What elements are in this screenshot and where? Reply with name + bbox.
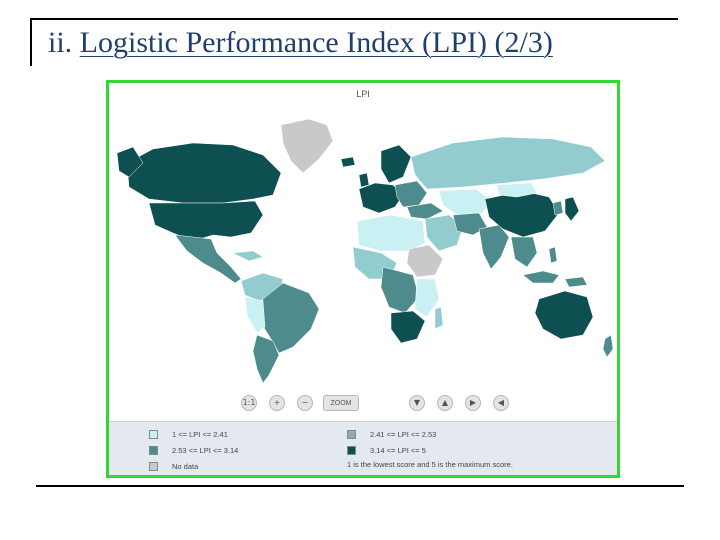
region-peru-bolivia[interactable]	[244, 296, 266, 334]
title-rule-top	[30, 18, 678, 20]
region-east-africa[interactable]	[406, 244, 444, 278]
region-north-africa[interactable]	[356, 214, 426, 252]
region-canada[interactable]	[126, 142, 282, 204]
legend-swatch	[149, 461, 158, 471]
plus-icon: +	[273, 398, 281, 407]
arrow-down-icon: ▼	[413, 398, 421, 407]
legend-swatch	[149, 445, 158, 455]
zoom-button[interactable]: ZOOM	[323, 395, 359, 411]
arrow-right-icon: ▶	[469, 398, 477, 407]
map-controls: 1:1 + − ZOOM ▼ ▲ ▶ ◀	[109, 391, 617, 417]
region-japan[interactable]	[564, 196, 580, 222]
region-turkey[interactable]	[406, 202, 444, 220]
legend-label: 3.14 <= LPI <= 5	[370, 445, 426, 455]
legend-label: 2.41 <= LPI <= 2.53	[370, 429, 437, 439]
region-new-zealand[interactable]	[602, 334, 614, 358]
legend-note: 1 is the lowest score and 5 is the maxim…	[347, 460, 513, 469]
legend-swatch	[149, 429, 158, 439]
region-central-asia[interactable]	[438, 188, 492, 216]
region-scandinavia[interactable]	[380, 144, 412, 184]
region-iceland[interactable]	[340, 156, 356, 168]
zoom-in-button[interactable]: +	[269, 395, 285, 411]
legend-item: 2.41 <= LPI <= 2.53	[347, 428, 436, 440]
region-western-europe[interactable]	[358, 182, 404, 214]
region-east-africa-south[interactable]	[414, 278, 440, 318]
legend-label: 2.53 <= LPI <= 3.14	[172, 445, 239, 455]
world-map[interactable]	[113, 103, 615, 385]
zoom-out-button[interactable]: −	[297, 395, 313, 411]
pan-down-button[interactable]: ▼	[409, 395, 425, 411]
slide-title-prefix: ii.	[48, 26, 73, 59]
region-mongolia[interactable]	[496, 182, 538, 198]
region-madagascar[interactable]	[434, 306, 444, 330]
slide-title: ii. Logistic Performance Index (LPI) (2/…	[48, 26, 553, 60]
region-southeast-asia[interactable]	[510, 236, 538, 268]
region-eastern-europe[interactable]	[394, 180, 428, 208]
region-greenland[interactable]	[280, 118, 334, 174]
region-caribbean[interactable]	[232, 250, 264, 262]
region-usa[interactable]	[148, 200, 264, 242]
region-indonesia[interactable]	[522, 270, 560, 284]
region-central-africa[interactable]	[380, 266, 420, 314]
region-middle-east[interactable]	[424, 214, 464, 252]
legend-item: No data	[149, 460, 198, 472]
title-rule-left	[30, 18, 32, 66]
slide-title-text: Logistic Performance Index (LPI) (2/3)	[79, 26, 553, 59]
region-alaska[interactable]	[116, 146, 144, 178]
minus-icon: −	[301, 398, 309, 407]
region-brazil[interactable]	[260, 282, 320, 354]
legend-item: 1 <= LPI <= 2.41	[149, 428, 228, 440]
map-legend: 1 <= LPI <= 2.41 2.41 <= LPI <= 2.53 2.5…	[109, 421, 617, 475]
bottom-rule	[36, 485, 684, 487]
arrow-left-icon: ◀	[497, 398, 505, 407]
legend-swatch	[347, 429, 356, 439]
region-mexico[interactable]	[174, 234, 242, 284]
map-widget: LPI	[106, 80, 620, 478]
arrow-up-icon: ▲	[441, 398, 449, 407]
region-argentina-chile[interactable]	[252, 334, 280, 384]
pan-left-button[interactable]: ◀	[493, 395, 509, 411]
region-philippines[interactable]	[548, 246, 558, 264]
region-new-guinea[interactable]	[564, 276, 588, 288]
region-russia[interactable]	[410, 136, 606, 190]
region-southern-africa[interactable]	[390, 310, 426, 344]
map-caption: LPI	[356, 89, 370, 99]
pan-up-button[interactable]: ▲	[437, 395, 453, 411]
legend-item: 2.53 <= LPI <= 3.14	[149, 444, 238, 456]
region-korea[interactable]	[552, 200, 564, 216]
pan-right-button[interactable]: ▶	[465, 395, 481, 411]
region-australia[interactable]	[534, 290, 594, 340]
reset-view-button[interactable]: 1:1	[241, 395, 257, 411]
region-india[interactable]	[478, 224, 510, 270]
legend-item: 3.14 <= LPI <= 5	[347, 444, 426, 456]
legend-label: No data	[172, 461, 199, 471]
legend-swatch	[347, 445, 356, 455]
region-uk[interactable]	[358, 172, 370, 188]
legend-label: 1 <= LPI <= 2.41	[172, 429, 228, 439]
